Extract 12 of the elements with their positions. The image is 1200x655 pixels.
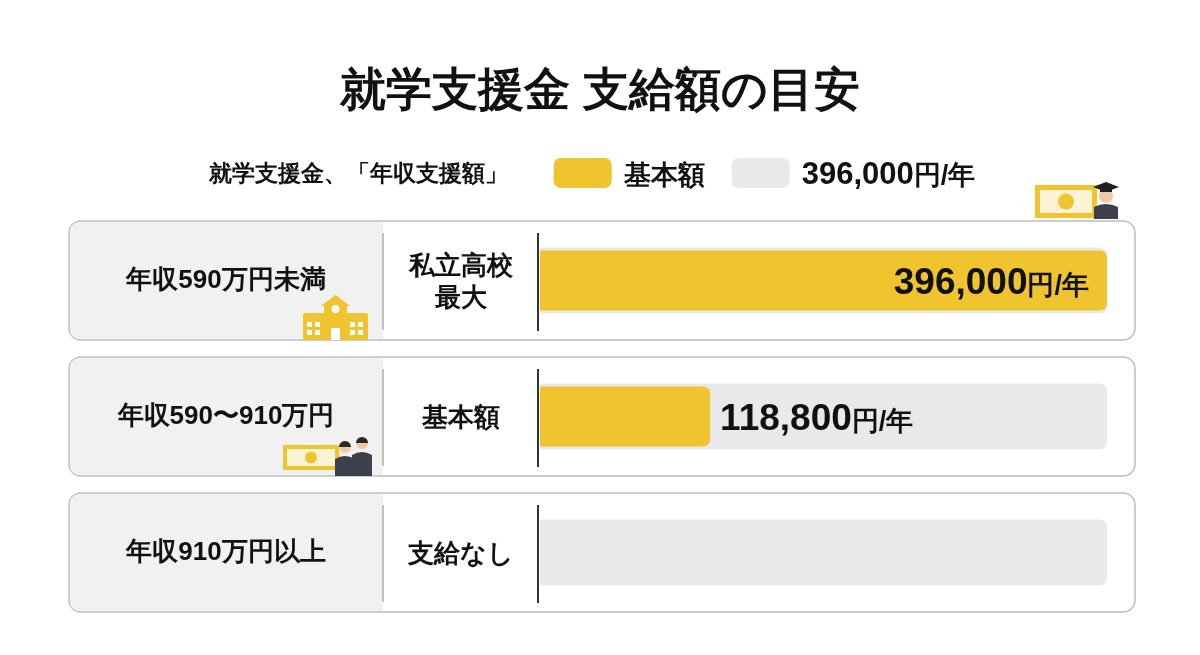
- category-label: 年収590〜910万円: [117, 399, 335, 430]
- category2-label: 支給なし: [407, 537, 514, 568]
- legend-title: 就学支援金、「年収支援額」: [208, 160, 508, 187]
- category-label: 年収910万円以上: [126, 535, 326, 566]
- data-label: 118,800円/年: [720, 396, 914, 438]
- category2-label: 私立高校最大: [408, 249, 513, 313]
- legend-label: 基本額: [623, 160, 705, 191]
- data-label: 396,000円/年: [893, 260, 1089, 302]
- legend-label: 396,000円/年: [801, 156, 976, 192]
- category2-label: 基本額: [421, 401, 500, 432]
- category-label: 年収590万円未満: [126, 263, 326, 294]
- title: 就学支援金 支給額の目安: [340, 62, 860, 115]
